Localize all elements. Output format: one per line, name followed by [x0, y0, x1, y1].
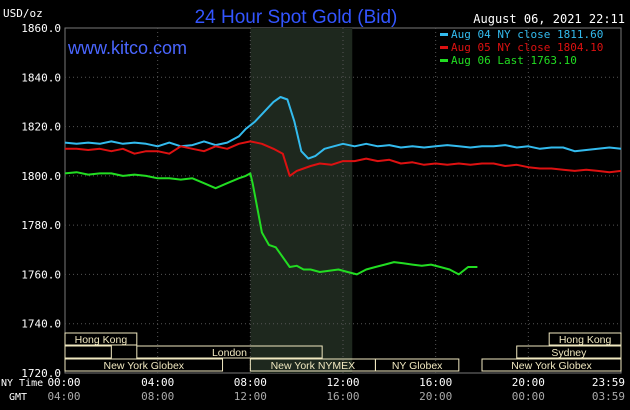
session-label: New York NYMEX: [271, 360, 356, 372]
x-tick-gmt: 03:59: [592, 390, 625, 403]
y-tick-label: 1760.0: [21, 268, 61, 281]
x-axis-ny-label: NY Time: [1, 378, 43, 389]
session-bar: [64, 358, 224, 372]
legend-item: Aug 05 NY close 1804.10: [451, 41, 603, 54]
x-tick-gmt: 12:00: [234, 390, 267, 403]
session-label: Hong Kong: [559, 334, 612, 346]
series-line: [64, 171, 478, 276]
legend-swatch: [440, 33, 448, 36]
nymex-highlight-band: [250, 28, 353, 373]
session-bar: [374, 358, 460, 372]
price-series: [64, 96, 622, 276]
y-tick-label: 1720.0: [21, 367, 61, 380]
session-label: NY Globex: [392, 360, 443, 372]
y-tick-label: 1860.0: [21, 22, 61, 35]
legend-item: Aug 04 NY close 1811.60: [451, 28, 603, 41]
y-axis-unit: USD/oz: [3, 7, 43, 20]
y-tick-label: 1740.0: [21, 318, 61, 331]
series-line: [65, 140, 622, 177]
x-tick-ny: 20:00: [512, 376, 545, 389]
x-tick-ny: 23:59: [592, 376, 625, 389]
y-tick-label: 1840.0: [21, 71, 61, 84]
session-label: New York Globex: [103, 360, 184, 372]
x-tick-ny: 00:00: [47, 376, 80, 389]
session-bar: [64, 345, 112, 359]
x-tick-gmt: 08:00: [141, 390, 174, 403]
x-tick-ny: 08:00: [234, 376, 267, 389]
x-tick-gmt: 20:00: [419, 390, 452, 403]
legend-swatch: [440, 59, 448, 62]
session-label: New York Globex: [511, 360, 592, 372]
session-label: Hong Kong: [75, 334, 128, 346]
x-tick-ny: 04:00: [141, 376, 174, 389]
legend-item: Aug 06 Last 1763.10: [451, 54, 577, 67]
grid-lines: [65, 28, 621, 373]
legend-swatch: [440, 46, 448, 49]
y-axis: 1860.0 1840.0 1820.0 1800.0 1780.0 1760.0 1740…: [21, 22, 61, 380]
session-bar: [548, 332, 622, 346]
x-tick-gmt: 16:00: [326, 390, 359, 403]
x-tick-ny: 16:00: [419, 376, 452, 389]
x-axis: NY TimeGMT00:0004:0004:0008:0008:0012:00…: [1, 376, 625, 403]
chart-title: 24 Hour Spot Gold (Bid): [195, 7, 398, 28]
site-watermark: www.kitco.com: [67, 38, 187, 58]
x-tick-gmt: 00:00: [512, 390, 545, 403]
y-tick-label: 1780.0: [21, 219, 61, 232]
y-tick-label: 1820.0: [21, 121, 61, 134]
chart-date: August 06, 2021 22:11: [473, 12, 625, 26]
session-bar: [136, 345, 323, 359]
series-line: [64, 96, 622, 160]
x-tick-gmt: 04:00: [47, 390, 80, 403]
session-bar: [481, 358, 622, 372]
session-label: London: [212, 347, 247, 359]
x-tick-ny: 12:00: [326, 376, 359, 389]
session-label: Sydney: [551, 347, 587, 359]
x-axis-gmt-label: GMT: [9, 392, 27, 403]
y-tick-label: 1800.0: [21, 170, 61, 183]
session-bar: [516, 345, 622, 359]
session-bar: [64, 332, 138, 346]
